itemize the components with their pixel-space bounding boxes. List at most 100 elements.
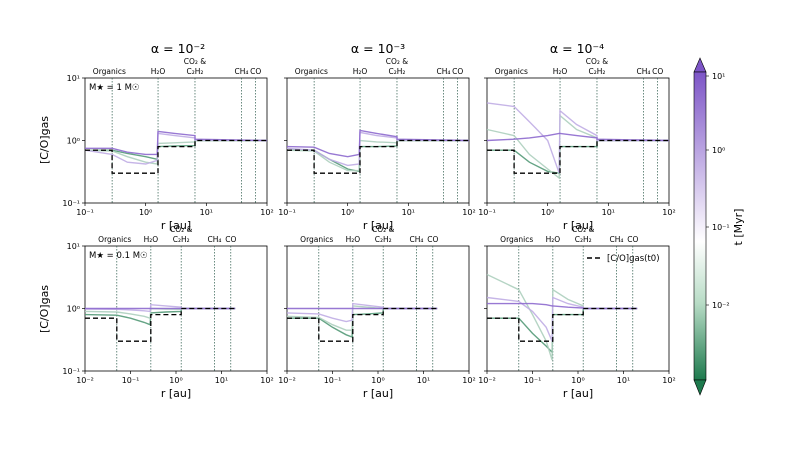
col-title-alpha-1e-2: α = 10⁻² [151, 41, 205, 56]
star-mass-label: M★ = 0.1 M☉ [89, 251, 148, 261]
x-axis-label: r [au] [563, 219, 593, 232]
snowline-label: CH₄ [637, 67, 651, 76]
snowline-label: H₂O [346, 235, 361, 244]
x-tick-label: 10⁻¹ [524, 376, 542, 385]
colorbar-tick: 10⁰ [712, 146, 725, 155]
x-tick-label: 10⁰ [169, 376, 182, 385]
y-tick-label: 10⁻¹ [62, 367, 80, 376]
snowline-label: C₂H₂ [375, 235, 392, 244]
y-tick-label: 10⁻¹ [62, 199, 80, 208]
x-tick-label: 10⁻¹ [278, 208, 296, 217]
snowline-label: CH₄ [610, 235, 624, 244]
series-line [286, 129, 470, 158]
x-tick-label: 10¹ [215, 376, 228, 385]
x-tick-label: 10² [662, 208, 675, 217]
colorbar-top-arrow [693, 57, 707, 73]
snowline-label: CO [452, 67, 463, 76]
snowline-label: Organics [495, 67, 528, 76]
x-tick-label: 10⁰ [139, 208, 152, 217]
snowline-label: C₂H₂ [173, 235, 190, 244]
x-axis-label: r [au] [363, 387, 393, 400]
snowline-label: C₂H₂ [589, 67, 606, 76]
x-tick-label: 10² [462, 376, 475, 385]
colorbar-tick: 10⁻¹ [712, 223, 730, 232]
y-tick-label: 10¹ [67, 242, 80, 251]
series-line [487, 302, 638, 310]
x-tick-label: 10² [260, 208, 273, 217]
x-tick-label: 10⁻² [278, 376, 296, 385]
y-tick-label: 10⁰ [67, 305, 80, 314]
snowline-label: CH₄ [208, 235, 222, 244]
snowline-label: C₂H₂ [187, 67, 204, 76]
panel-frame [486, 245, 670, 372]
x-axis-label: r [au] [563, 387, 593, 400]
x-tick-label: 10⁻² [478, 376, 496, 385]
x-tick-label: 10⁰ [541, 208, 554, 217]
snowline-label: Organics [93, 67, 126, 76]
snowline-label: CO [225, 235, 236, 244]
initial-co-line [85, 307, 236, 342]
x-tick-label: 10¹ [417, 376, 430, 385]
snowline-label: CH₄ [410, 235, 424, 244]
snowline-label: H₂O [553, 67, 568, 76]
snowline-label: CO [427, 235, 438, 244]
snowline-label: C₂H₂ [389, 67, 406, 76]
y-tick-label: 10⁰ [67, 137, 80, 146]
x-tick-label: 10¹ [602, 208, 615, 217]
y-axis-label-bottom: [C/O]gas [38, 285, 51, 333]
snowline-label: H₂O [151, 67, 166, 76]
col-title-alpha-1e-3: α = 10⁻³ [351, 41, 405, 56]
x-tick-label: 10¹ [617, 376, 630, 385]
snowline-label: CO [250, 67, 261, 76]
x-tick-label: 10⁰ [571, 376, 584, 385]
snowline-label: H₂O [546, 235, 561, 244]
initial-co-line [287, 307, 438, 342]
x-tick-label: 10¹ [402, 208, 415, 217]
snowline-label: CO₂ & [184, 57, 207, 66]
colorbar: 10¹ 10⁰ 10⁻¹ 10⁻² t [Myr] [693, 57, 745, 396]
snowline-label: CH₄ [235, 67, 249, 76]
x-tick-label: 10⁰ [341, 208, 354, 217]
snowline-label: CO [652, 67, 663, 76]
colorbar-gradient [693, 71, 707, 381]
colorbar-bottom-arrow [693, 379, 707, 396]
snowline-label: Organics [98, 235, 131, 244]
legend-label: [C/O]gas(t0) [607, 254, 660, 264]
series-line [486, 132, 670, 142]
colorbar-tick: 10¹ [712, 72, 725, 81]
snowline-label: H₂O [353, 67, 368, 76]
x-tick-label: 10⁻¹ [478, 208, 496, 217]
initial-co-line [85, 139, 267, 174]
initial-co-line [287, 139, 469, 174]
x-tick-label: 10² [662, 376, 675, 385]
x-tick-label: 10² [260, 376, 273, 385]
colorbar-label: t [Myr] [732, 209, 745, 246]
snowline-label: CO₂ & [170, 225, 193, 234]
x-tick-label: 10⁻² [76, 376, 94, 385]
x-axis-label: r [au] [161, 387, 191, 400]
snowline-label: Organics [500, 235, 533, 244]
snowline-label: CO₂ & [572, 225, 595, 234]
y-tick-label: 10¹ [67, 74, 80, 83]
snowline-label: CO [627, 235, 638, 244]
x-axis-label: r [au] [161, 219, 191, 232]
x-tick-label: 10⁰ [371, 376, 384, 385]
initial-co-line [487, 307, 638, 342]
x-tick-label: 10² [462, 208, 475, 217]
initial-co-line [487, 139, 669, 174]
snowline-label: CO₂ & [386, 57, 409, 66]
colorbar-tick: 10⁻² [712, 301, 730, 310]
snowline-label: Organics [295, 67, 328, 76]
x-axis-label: r [au] [363, 219, 393, 232]
snowline-label: CO₂ & [586, 57, 609, 66]
x-tick-label: 10⁻¹ [76, 208, 94, 217]
x-tick-label: 10⁻¹ [122, 376, 140, 385]
snowline-label: H₂O [144, 235, 159, 244]
x-tick-label: 10⁻¹ [324, 376, 342, 385]
